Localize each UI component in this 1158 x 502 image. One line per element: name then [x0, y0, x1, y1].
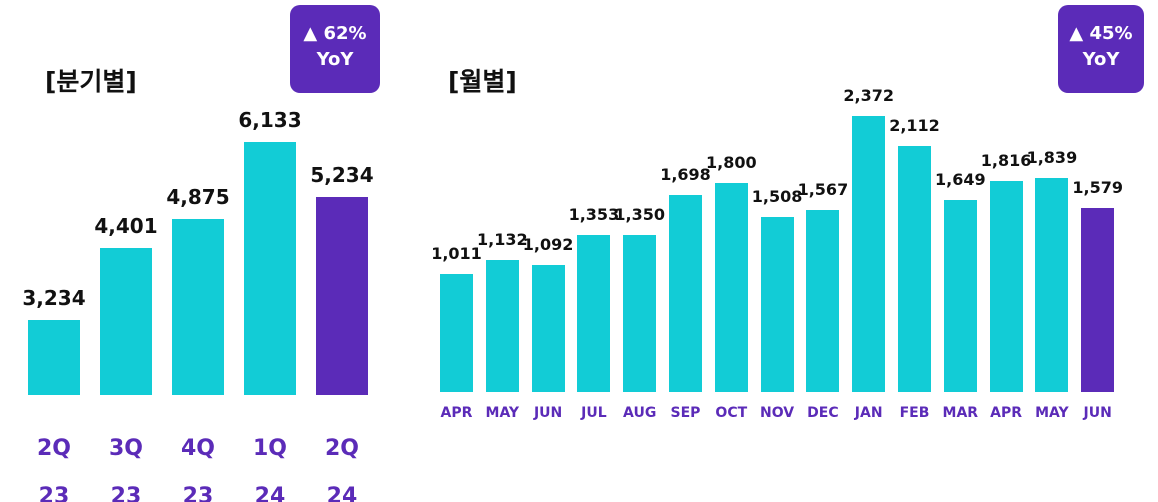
category-label: APR — [440, 405, 473, 421]
bar — [989, 180, 1023, 392]
value-label: 1,579 — [1072, 178, 1123, 198]
category-label: APR — [990, 405, 1023, 421]
category-label: JUL — [581, 405, 607, 421]
bar — [669, 194, 702, 392]
category-label: MAR — [942, 405, 979, 421]
bar — [623, 235, 657, 392]
bar — [244, 142, 296, 395]
value-label: 1,698 — [660, 164, 711, 184]
bar — [898, 146, 931, 392]
value-label: 4,875 — [166, 185, 230, 210]
value-label: 1,011 — [431, 244, 482, 264]
value-label: 1,649 — [934, 170, 986, 190]
category-label: FEB — [899, 405, 930, 421]
badge-text: YoY — [1082, 49, 1120, 70]
value-label: 2,112 — [889, 116, 940, 136]
badge — [290, 5, 380, 93]
value-label: 2,372 — [843, 86, 894, 106]
chart-title: [분기별] — [45, 67, 137, 96]
value-label: 1,132 — [476, 230, 528, 250]
bar — [806, 209, 840, 392]
category-label: JUN — [533, 405, 563, 421]
category-label: JUN — [1083, 405, 1112, 421]
bar — [316, 197, 368, 395]
value-label: 1,092 — [522, 235, 574, 255]
category-label: JAN — [854, 405, 883, 421]
value-label: 1,839 — [1026, 148, 1078, 168]
value-label: 4,401 — [94, 214, 158, 239]
bar — [440, 274, 473, 392]
bar — [1035, 178, 1069, 392]
badge-text: YoY — [316, 49, 354, 70]
category-label: DEC — [807, 405, 839, 421]
bar — [485, 260, 519, 392]
bar — [943, 200, 977, 392]
category-label: AUG — [623, 405, 657, 421]
category-label: SEP — [670, 405, 701, 421]
badge — [1058, 5, 1144, 93]
value-label: 5,234 — [310, 163, 374, 188]
category-label: 4Q 23 — [180, 436, 216, 502]
category-label: OCT — [715, 405, 748, 421]
value-label: 1,816 — [980, 150, 1032, 170]
category-label: MAY — [485, 405, 520, 421]
badge-text: ▲ 45% — [1069, 23, 1133, 44]
category-label: 2Q 23 — [36, 436, 72, 502]
category-label: 3Q 23 — [108, 436, 144, 502]
value-label: 1,350 — [614, 205, 665, 225]
bar — [760, 216, 794, 392]
bar — [531, 265, 565, 392]
bar — [714, 182, 748, 392]
value-label: 3,234 — [22, 285, 86, 310]
category-label: 1Q 24 — [252, 436, 288, 502]
bar — [172, 219, 224, 395]
category-label: 2Q 24 — [324, 436, 360, 502]
bar — [577, 234, 611, 392]
value-label: 1,353 — [568, 204, 620, 224]
value-label: 1,800 — [705, 152, 757, 172]
bar — [852, 116, 886, 392]
category-label: NOV — [760, 405, 795, 421]
bar — [1081, 208, 1115, 392]
value-label: 6,133 — [238, 108, 302, 133]
bar — [28, 319, 80, 395]
value-label: 1,508 — [751, 186, 803, 206]
category-label: MAY — [1035, 405, 1069, 421]
badge-text: ▲ 62% — [303, 23, 367, 44]
value-label: 1,567 — [797, 179, 849, 199]
chart-title: [월별] — [448, 67, 517, 96]
bar — [100, 248, 152, 395]
